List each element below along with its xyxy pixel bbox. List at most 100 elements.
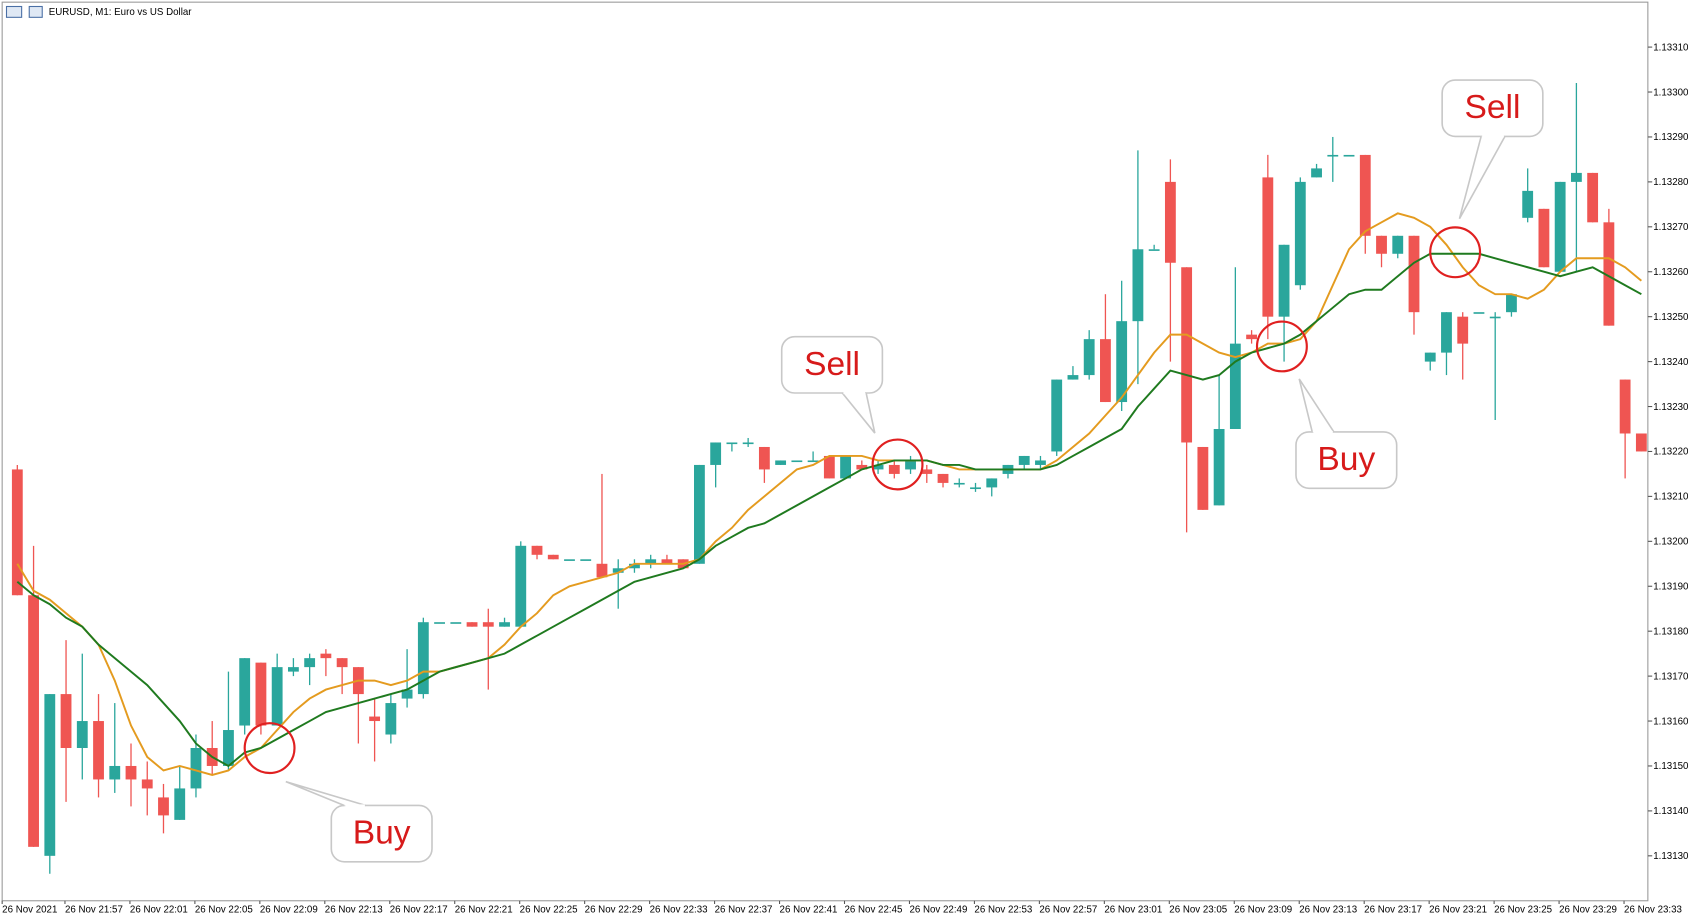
x-tick-label: 26 Nov 23:13 bbox=[1299, 905, 1357, 916]
y-tick-label: 1.13130 bbox=[1653, 851, 1689, 862]
candle-body bbox=[1327, 154, 1339, 157]
x-tick-label: 26 Nov 23:05 bbox=[1169, 905, 1227, 916]
callout-text: Sell bbox=[804, 346, 860, 383]
x-tick-label: 26 Nov 22:53 bbox=[974, 905, 1032, 916]
candle-body bbox=[970, 487, 981, 490]
candle-body bbox=[612, 568, 624, 573]
x-tick-label: 26 Nov 22:09 bbox=[260, 905, 318, 916]
y-tick-label: 1.13200 bbox=[1653, 537, 1689, 548]
chart-title: EURUSD, M1: Euro vs US Dollar bbox=[49, 7, 193, 18]
x-tick-label: 26 Nov 21:57 bbox=[65, 905, 123, 916]
x-tick-label: 26 Nov 23:21 bbox=[1429, 905, 1487, 916]
x-tick-label: 26 Nov 22:33 bbox=[650, 905, 708, 916]
candle-body bbox=[1262, 177, 1274, 317]
candle-body bbox=[1116, 321, 1128, 403]
candle-body bbox=[417, 622, 429, 695]
candle-body bbox=[109, 765, 121, 780]
y-tick-label: 1.13290 bbox=[1653, 132, 1689, 143]
y-tick-label: 1.13150 bbox=[1653, 761, 1689, 772]
candle-body bbox=[271, 667, 283, 726]
candle-body bbox=[1489, 316, 1501, 319]
callout-tail bbox=[285, 780, 367, 807]
candle-body bbox=[1311, 168, 1322, 178]
candle-body bbox=[1359, 154, 1371, 236]
candle-body bbox=[758, 446, 770, 470]
candle-body bbox=[921, 469, 933, 474]
callout-bubble bbox=[330, 804, 433, 863]
candle-body bbox=[60, 694, 72, 748]
candle-body bbox=[515, 545, 527, 627]
candle-body bbox=[694, 464, 705, 564]
signal-circle bbox=[1255, 320, 1308, 373]
candle-body bbox=[320, 653, 332, 659]
callout-text: Buy bbox=[353, 815, 411, 852]
candle-body bbox=[401, 689, 413, 699]
callout-tail bbox=[1458, 136, 1506, 220]
candle-body bbox=[629, 563, 640, 569]
candle-body bbox=[1294, 181, 1306, 286]
candle-body bbox=[1132, 249, 1144, 322]
candle-body bbox=[174, 788, 186, 820]
callout-tail bbox=[841, 392, 876, 434]
candle-body bbox=[547, 554, 559, 560]
y-tick-label: 1.13180 bbox=[1653, 626, 1689, 637]
y-tick-label: 1.13300 bbox=[1653, 87, 1689, 98]
candle-body bbox=[1229, 343, 1241, 429]
candle-body bbox=[1635, 433, 1647, 452]
candle-body bbox=[564, 559, 575, 561]
candle-body bbox=[872, 464, 884, 470]
candle-body bbox=[645, 559, 657, 564]
x-tick-label: 26 Nov 23:25 bbox=[1494, 905, 1552, 916]
candle-body bbox=[1376, 235, 1387, 254]
candle-body bbox=[1587, 172, 1599, 223]
y-tick-label: 1.13160 bbox=[1653, 716, 1689, 727]
signal-circle bbox=[1429, 226, 1482, 279]
x-tick-label: 26 Nov 23:01 bbox=[1104, 905, 1162, 916]
candle-body bbox=[823, 455, 835, 479]
candle-body bbox=[1067, 375, 1079, 380]
candle-body bbox=[1213, 428, 1225, 506]
candle-body bbox=[76, 721, 88, 748]
candle-body bbox=[1619, 379, 1631, 434]
candle-body bbox=[1246, 334, 1258, 340]
candle-body bbox=[1570, 172, 1582, 182]
candle-body bbox=[580, 559, 592, 561]
icon[interactable] bbox=[5, 5, 23, 18]
candle-body bbox=[255, 662, 267, 726]
x-tick-label: 26 Nov 22:41 bbox=[780, 905, 838, 916]
candle-body bbox=[1197, 446, 1209, 510]
moving-averages bbox=[16, 212, 1642, 776]
candle-body bbox=[807, 460, 819, 463]
callout-bubble bbox=[1295, 431, 1398, 490]
y-tick-label: 1.13310 bbox=[1653, 42, 1689, 53]
candle-body bbox=[840, 455, 851, 479]
candle-body bbox=[44, 694, 56, 856]
icon[interactable] bbox=[28, 5, 43, 18]
candle-body bbox=[1035, 460, 1046, 465]
candle-body bbox=[1457, 316, 1469, 344]
candle-body bbox=[369, 716, 381, 722]
x-tick-label: 26 Nov 22:21 bbox=[455, 905, 513, 916]
y-tick-label: 1.13280 bbox=[1653, 177, 1689, 188]
window-icons bbox=[5, 5, 43, 18]
x-tick-label: 26 Nov 23:33 bbox=[1624, 905, 1682, 916]
annotations: Buy Sell Buy Sell bbox=[243, 79, 1544, 863]
candle-body bbox=[791, 460, 803, 463]
candle-body bbox=[596, 563, 608, 578]
candle-body bbox=[499, 622, 510, 627]
candle-body bbox=[466, 622, 478, 627]
candle-body bbox=[856, 464, 868, 470]
candle-body bbox=[775, 460, 787, 465]
callout-text: Buy bbox=[1317, 441, 1375, 478]
callout-tail bbox=[1298, 378, 1335, 433]
y-tick-label: 1.13230 bbox=[1653, 402, 1689, 413]
y-tick-label: 1.13140 bbox=[1653, 806, 1689, 817]
candle-body bbox=[1473, 312, 1485, 314]
x-tick-label: 26 Nov 22:25 bbox=[520, 905, 578, 916]
candle-body bbox=[1554, 181, 1566, 272]
candle-body bbox=[661, 559, 673, 564]
candle-body bbox=[1392, 235, 1404, 254]
x-tick-label: 26 Nov 22:49 bbox=[909, 905, 967, 916]
